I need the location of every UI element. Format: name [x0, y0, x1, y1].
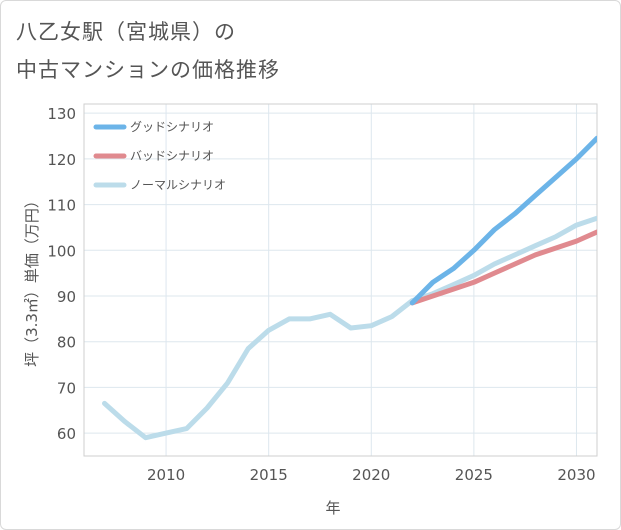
- series-line-2: [102, 215, 597, 441]
- x-tick-label: 2030: [557, 466, 595, 484]
- legend-label-0: グッドシナリオ: [130, 120, 214, 134]
- y-tick-label: 70: [57, 379, 76, 397]
- series-lines: [102, 135, 597, 441]
- x-tick-label: 2010: [147, 466, 185, 484]
- y-tick-label: 130: [47, 105, 76, 123]
- x-tick-label: 2025: [455, 466, 493, 484]
- y-tick-label: 100: [47, 242, 76, 260]
- y-axis-label: 坪（3.3㎡）単価（万円）: [23, 193, 41, 367]
- series-line-1: [409, 229, 597, 306]
- x-tick-label: 2015: [250, 466, 288, 484]
- y-tick-label: 110: [47, 197, 76, 215]
- y-tick-label: 80: [57, 334, 76, 352]
- chart-title-line-1: 八乙女駅（宮城県）の: [16, 20, 236, 44]
- y-tick-label: 90: [57, 288, 76, 306]
- chart-title-line-2: 中古マンションの価格推移: [16, 58, 280, 82]
- series-line-0: [409, 135, 597, 306]
- tick-labels: 60 70 80 90 100 110 120 130 2010 2015 2020 2025 2030: [47, 105, 595, 484]
- legend-label-2: ノーマルシナリオ: [130, 178, 226, 192]
- axes: [83, 103, 598, 457]
- y-tick-label: 120: [47, 151, 76, 169]
- x-axis-label: 年: [325, 499, 340, 517]
- x-tick-label: 2020: [352, 466, 390, 484]
- legend-label-1: バッドシナリオ: [130, 149, 214, 163]
- plot-border: [83, 103, 598, 457]
- y-tick-label: 60: [57, 425, 76, 443]
